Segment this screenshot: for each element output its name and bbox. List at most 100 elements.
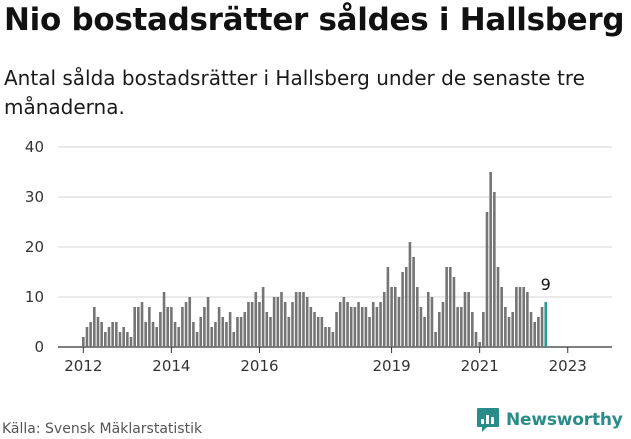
bar	[540, 307, 544, 347]
bar	[522, 287, 525, 347]
bar	[482, 312, 485, 347]
bar	[471, 312, 474, 347]
bar	[518, 287, 522, 347]
bar	[493, 192, 496, 347]
bar	[338, 302, 342, 347]
bar	[526, 292, 529, 347]
bar	[375, 307, 379, 347]
bar	[140, 302, 144, 347]
bar	[144, 322, 147, 347]
bar	[419, 307, 423, 347]
bar	[137, 307, 140, 347]
bar	[159, 312, 162, 347]
bar	[122, 327, 125, 347]
y-tick-label: 40	[25, 138, 44, 156]
bar	[236, 317, 239, 347]
bar	[500, 287, 503, 347]
x-axis: 2012 2014 2016 2019 2021 2023	[64, 347, 587, 375]
bar	[173, 322, 177, 347]
bar	[298, 292, 302, 347]
bar	[111, 322, 114, 347]
bar	[210, 327, 214, 347]
y-tick-label: 10	[25, 288, 44, 306]
bar	[441, 302, 445, 347]
bar	[217, 307, 221, 347]
bar	[342, 297, 346, 347]
bar	[254, 292, 258, 347]
bar	[423, 317, 426, 347]
bar	[360, 307, 364, 347]
bar	[386, 267, 390, 347]
newsworthy-brand[interactable]: Newsworthy	[476, 407, 623, 433]
bar	[104, 332, 107, 347]
bar	[331, 332, 335, 347]
bar	[280, 292, 283, 347]
annotations: 9	[541, 275, 551, 294]
bar	[529, 312, 533, 347]
bar	[515, 287, 518, 347]
bar	[401, 272, 404, 347]
bar	[265, 312, 269, 347]
bar	[305, 297, 309, 347]
bar	[181, 307, 184, 347]
bar	[496, 267, 500, 347]
brand-name: Newsworthy	[506, 410, 623, 430]
bar	[287, 317, 291, 347]
bar	[434, 332, 437, 347]
bar	[302, 292, 305, 347]
bar	[437, 312, 441, 347]
bar	[85, 327, 89, 347]
bar	[390, 287, 393, 347]
bar	[467, 292, 470, 347]
bar	[426, 292, 430, 347]
latest-value-label: 9	[541, 275, 551, 294]
bar	[346, 302, 349, 347]
bar	[170, 307, 173, 347]
bar	[294, 292, 298, 347]
bar	[192, 322, 195, 347]
bar	[415, 287, 419, 347]
y-tick-label: 0	[34, 338, 44, 356]
bar	[324, 327, 327, 347]
bar	[118, 332, 122, 347]
bar	[463, 292, 467, 347]
newsworthy-logo-icon	[477, 408, 499, 432]
bar	[151, 322, 155, 347]
chart-title: Nio bostadsrätter såldes i Hallsberg	[4, 2, 625, 38]
bar	[107, 327, 111, 347]
x-tick-label: 2019	[372, 357, 410, 375]
bar	[404, 267, 408, 347]
bar	[364, 307, 368, 347]
bar	[533, 322, 537, 347]
bar	[456, 307, 459, 347]
bar	[272, 297, 276, 347]
bar	[269, 317, 272, 347]
bar	[283, 302, 287, 347]
bar	[188, 297, 192, 347]
bar	[393, 287, 397, 347]
bar	[368, 317, 371, 347]
bar-chart: 0 10 20 30 40 2012 2014 2016 2019 2021 2023 9	[25, 138, 612, 375]
bar	[261, 287, 265, 347]
bar	[452, 277, 456, 347]
x-tick-label: 2012	[64, 357, 102, 375]
bar	[449, 267, 452, 347]
bar	[371, 302, 375, 347]
x-tick-label: 2016	[240, 357, 278, 375]
bar	[93, 307, 96, 347]
bar	[316, 317, 320, 347]
bar	[239, 317, 243, 347]
bar	[320, 317, 324, 347]
x-tick-label: 2023	[549, 357, 587, 375]
bar	[115, 322, 118, 347]
bar	[353, 307, 357, 347]
bar	[382, 292, 386, 347]
bar	[489, 172, 492, 347]
bar	[412, 257, 415, 347]
bar	[162, 292, 166, 347]
bar	[155, 327, 158, 347]
bar	[232, 332, 236, 347]
bar	[276, 297, 280, 347]
bar	[460, 307, 463, 347]
x-tick-label: 2021	[461, 357, 499, 375]
